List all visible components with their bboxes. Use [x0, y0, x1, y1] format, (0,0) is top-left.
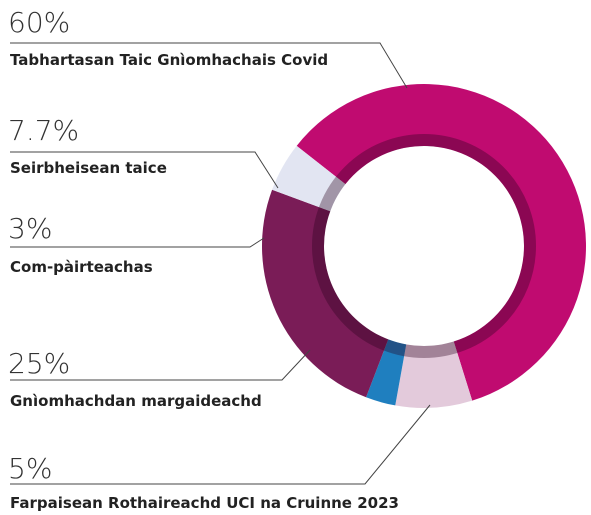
- leader-line: [10, 237, 265, 248]
- leader-line: [10, 404, 431, 485]
- donut-hole: [330, 152, 518, 340]
- category-label: Seirbheisean taice: [10, 159, 167, 177]
- leader-line: [10, 349, 311, 381]
- leader-line: [10, 42, 408, 89]
- donut-segment: [395, 341, 473, 408]
- leader-line: [10, 151, 279, 189]
- category-label: Farpaisean Rothaireachd UCI na Cruinne 2…: [10, 494, 399, 512]
- category-label: Com-pàirteachas: [10, 258, 153, 276]
- value-label: 25%: [8, 347, 70, 380]
- donut-segment: [296, 84, 586, 401]
- category-label: Tabhartasan Taic Gnìomhachais Covid: [10, 51, 328, 69]
- value-label: 60%: [8, 6, 70, 39]
- value-label: 7.7%: [8, 114, 79, 147]
- donut-segment: [366, 339, 407, 406]
- value-label: 3%: [8, 212, 52, 245]
- category-label: Gnìomhachdan margaideachd: [10, 392, 262, 410]
- inner-shade: [312, 134, 536, 358]
- donut-segment: [261, 189, 389, 398]
- value-label: 5%: [8, 452, 52, 485]
- donut-segment: [272, 145, 346, 212]
